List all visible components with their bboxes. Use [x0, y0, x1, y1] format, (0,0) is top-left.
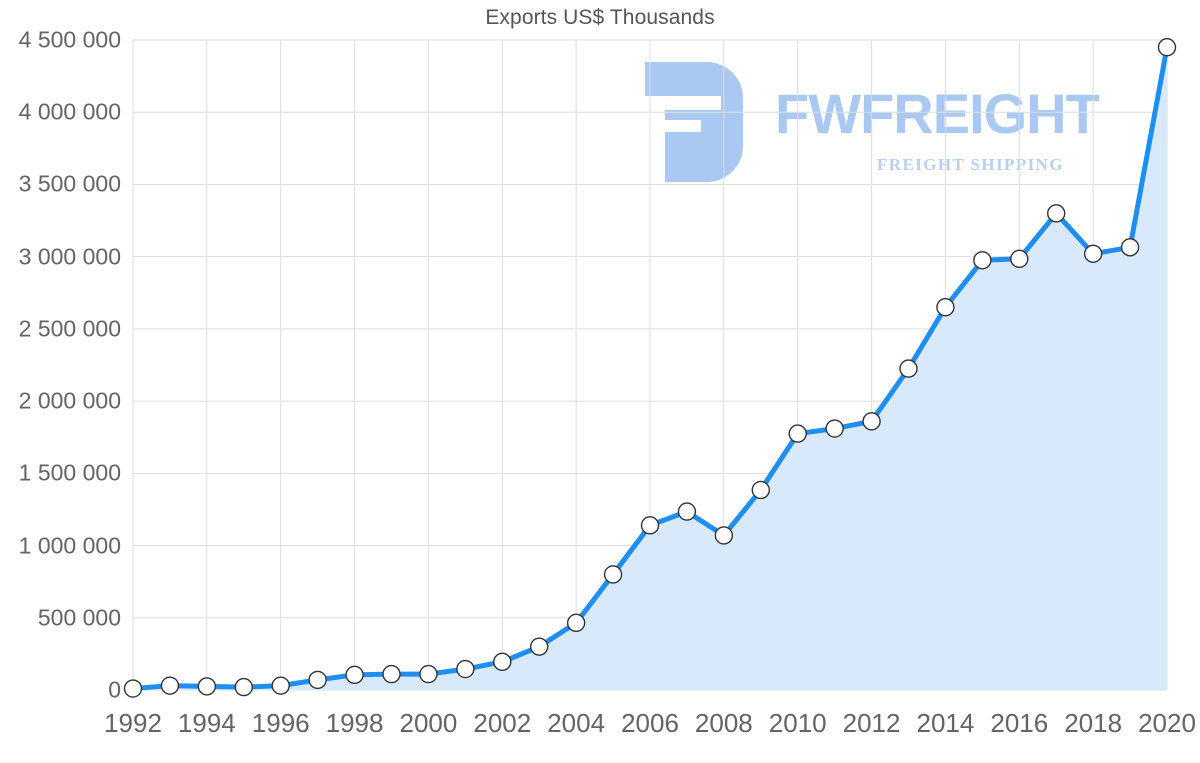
x-axis-tick-label: 2010 [768, 708, 827, 738]
x-axis-tick-label: 1992 [104, 708, 162, 738]
x-axis-tick-label: 1994 [177, 708, 236, 738]
y-axis-tick-label: 1 000 000 [18, 532, 121, 559]
x-axis-tick-label: 2004 [547, 708, 606, 738]
x-axis-tick-label: 2016 [990, 708, 1049, 738]
y-axis-tick-label: 0 [108, 676, 121, 703]
x-axis-tick-label: 2000 [399, 708, 458, 738]
x-axis-tick-label: 1996 [251, 708, 310, 738]
y-axis-tick-label: 1 500 000 [18, 459, 121, 486]
y-axis-tick-label: 4 000 000 [18, 98, 121, 125]
x-axis-tick-label: 2008 [694, 708, 753, 738]
x-axis-tick-label: 2012 [842, 708, 901, 738]
y-axis-tick-label: 3 500 000 [18, 170, 121, 197]
y-axis-tick-label: 500 000 [37, 604, 121, 631]
chart-title: Exports US$ Thousands [485, 6, 715, 29]
y-axis-tick-label: 2 500 000 [18, 315, 121, 342]
x-axis-tick-label: 1998 [325, 708, 384, 738]
x-axis-tick-label: 2018 [1064, 708, 1123, 738]
y-axis-tick-label: 3 000 000 [18, 243, 121, 270]
x-axis-tick-label: 2006 [621, 708, 679, 738]
data-markers [123, 38, 1177, 698]
x-axis-tick-label: 2020 [1138, 708, 1196, 738]
y-axis-tick-label: 2 000 000 [18, 387, 121, 414]
x-axis-tick-label: 2014 [916, 708, 975, 738]
y-axis-tick-label: 4 500 000 [18, 26, 121, 53]
area-fill [133, 47, 1167, 690]
x-axis-tick-label: 2002 [473, 708, 532, 738]
